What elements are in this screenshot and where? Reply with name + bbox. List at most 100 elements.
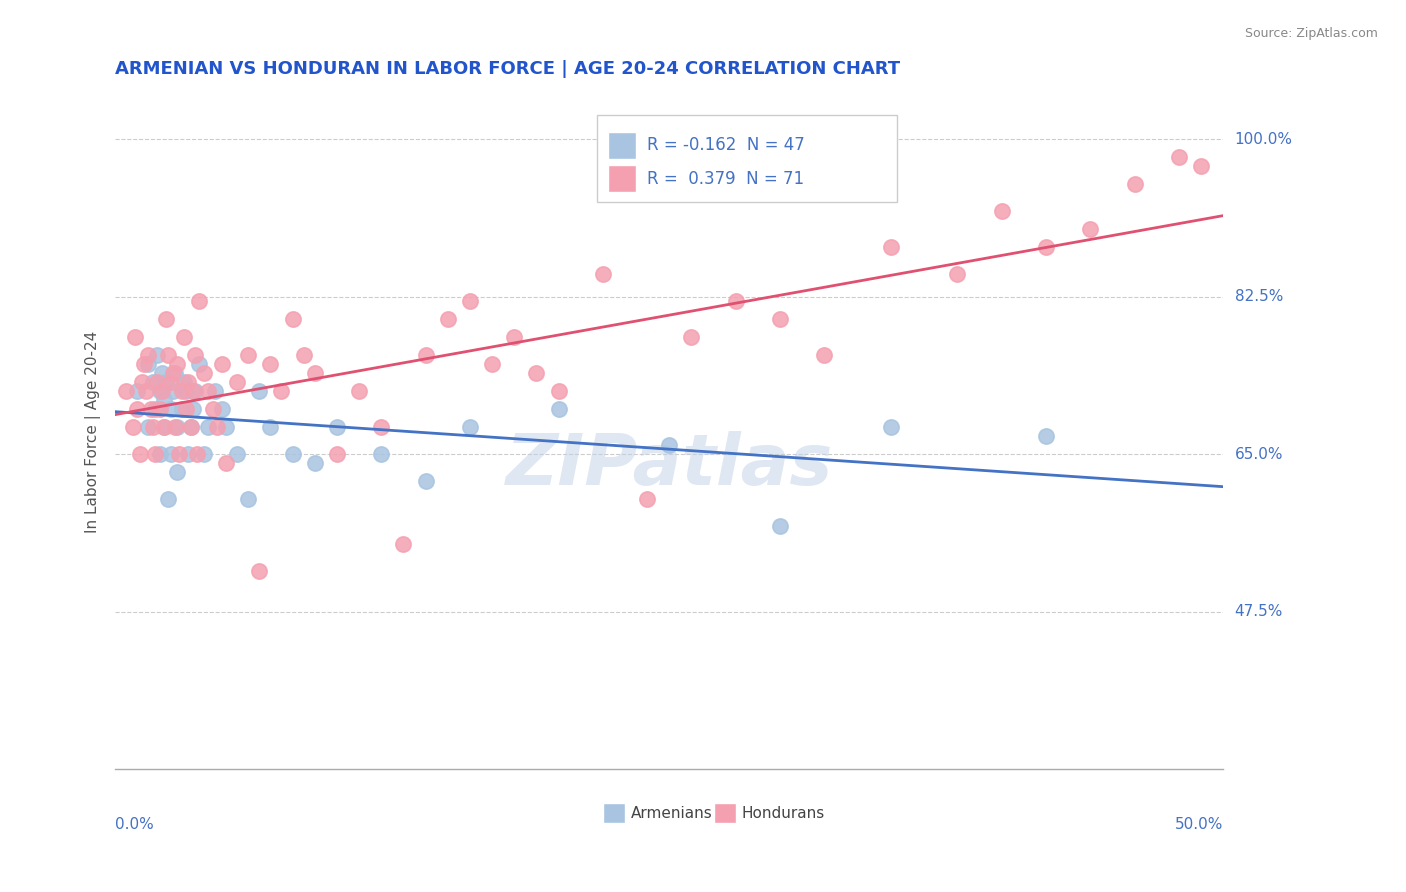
Point xyxy=(131,376,153,390)
Point xyxy=(122,420,145,434)
Point xyxy=(159,402,181,417)
Text: 50.0%: 50.0% xyxy=(1175,816,1223,831)
Point xyxy=(370,420,392,434)
Point xyxy=(215,420,238,434)
Point xyxy=(146,348,169,362)
Point xyxy=(880,240,903,254)
Point xyxy=(347,384,370,399)
Point xyxy=(181,384,204,399)
Point xyxy=(205,420,228,434)
Text: R = -0.162  N = 47: R = -0.162 N = 47 xyxy=(647,136,804,154)
Point xyxy=(281,447,304,461)
Point xyxy=(153,420,176,434)
Point xyxy=(153,420,176,434)
Point xyxy=(115,384,138,399)
Point xyxy=(211,358,233,372)
Point xyxy=(188,358,211,372)
Point xyxy=(148,384,170,399)
Point xyxy=(170,384,193,399)
Point xyxy=(138,420,160,434)
Point xyxy=(204,384,226,399)
Point xyxy=(415,475,437,489)
Point xyxy=(201,402,224,417)
Point xyxy=(503,330,526,344)
Text: 0.0%: 0.0% xyxy=(115,816,153,831)
Point xyxy=(226,376,249,390)
Point xyxy=(142,420,165,434)
Point xyxy=(1035,429,1057,443)
Point xyxy=(259,420,281,434)
Point xyxy=(180,420,202,434)
Point xyxy=(173,376,195,390)
Point xyxy=(247,565,270,579)
Point xyxy=(166,358,188,372)
Point xyxy=(174,384,197,399)
Point xyxy=(157,348,180,362)
Point xyxy=(166,420,188,434)
Point xyxy=(159,376,181,390)
Point xyxy=(163,420,186,434)
Point xyxy=(636,492,658,507)
Point xyxy=(162,384,184,399)
Point xyxy=(157,492,180,507)
Point xyxy=(197,420,219,434)
Point xyxy=(238,492,260,507)
Point xyxy=(143,447,166,461)
Point xyxy=(166,466,188,480)
Point xyxy=(197,384,219,399)
Text: Armenians: Armenians xyxy=(630,805,713,821)
Point xyxy=(124,330,146,344)
Text: 47.5%: 47.5% xyxy=(1234,605,1282,619)
Point xyxy=(132,358,155,372)
Point xyxy=(148,402,170,417)
Point xyxy=(1035,240,1057,254)
Point xyxy=(193,367,215,381)
FancyBboxPatch shape xyxy=(609,165,636,193)
Point xyxy=(281,312,304,326)
Point xyxy=(415,348,437,362)
Point xyxy=(547,384,569,399)
Text: ARMENIAN VS HONDURAN IN LABOR FORCE | AGE 20-24 CORRELATION CHART: ARMENIAN VS HONDURAN IN LABOR FORCE | AG… xyxy=(115,60,900,78)
Point xyxy=(128,447,150,461)
Point xyxy=(436,312,458,326)
Point xyxy=(991,204,1014,219)
Point xyxy=(769,519,792,533)
Point xyxy=(184,384,207,399)
Point xyxy=(135,384,157,399)
Text: 82.5%: 82.5% xyxy=(1234,289,1282,304)
Point xyxy=(193,447,215,461)
FancyBboxPatch shape xyxy=(609,131,636,159)
Point xyxy=(174,402,197,417)
Point xyxy=(304,456,326,470)
Point xyxy=(184,348,207,362)
Point xyxy=(162,367,184,381)
Point xyxy=(173,330,195,344)
Point xyxy=(1123,178,1146,192)
Point xyxy=(292,348,315,362)
Point xyxy=(211,402,233,417)
Point xyxy=(177,447,200,461)
Point xyxy=(392,537,415,551)
Point xyxy=(163,367,186,381)
Point xyxy=(150,367,173,381)
Point xyxy=(169,447,191,461)
Text: R =  0.379  N = 71: R = 0.379 N = 71 xyxy=(647,169,804,188)
Point xyxy=(153,393,176,408)
Point xyxy=(181,402,204,417)
Point xyxy=(1080,222,1102,236)
Point xyxy=(186,447,208,461)
Point xyxy=(215,456,238,470)
Point xyxy=(127,402,149,417)
FancyBboxPatch shape xyxy=(603,803,626,823)
Point xyxy=(177,376,200,390)
Point xyxy=(148,447,170,461)
Point xyxy=(813,348,835,362)
Point xyxy=(138,348,160,362)
Point xyxy=(180,420,202,434)
Point xyxy=(188,294,211,309)
Y-axis label: In Labor Force | Age 20-24: In Labor Force | Age 20-24 xyxy=(86,331,101,533)
Point xyxy=(681,330,703,344)
Point xyxy=(142,376,165,390)
Text: Hondurans: Hondurans xyxy=(741,805,824,821)
Point xyxy=(769,312,792,326)
